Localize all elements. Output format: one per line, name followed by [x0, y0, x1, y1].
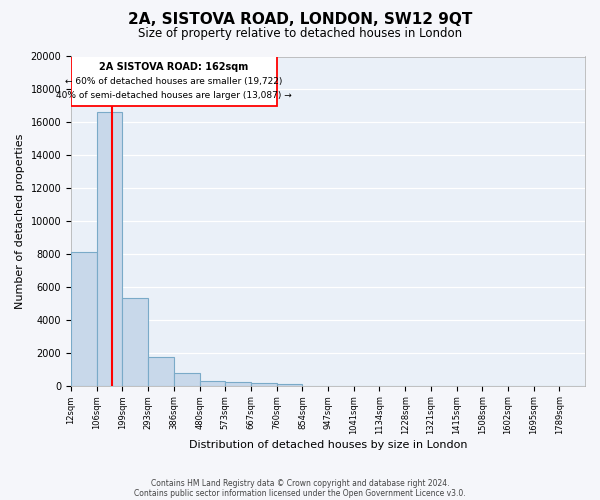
Bar — [277, 384, 302, 386]
Text: Contains HM Land Registry data © Crown copyright and database right 2024.: Contains HM Land Registry data © Crown c… — [151, 478, 449, 488]
Text: Contains public sector information licensed under the Open Government Licence v3: Contains public sector information licen… — [134, 488, 466, 498]
Bar — [148, 357, 174, 386]
X-axis label: Distribution of detached houses by size in London: Distribution of detached houses by size … — [189, 440, 467, 450]
Bar — [200, 380, 225, 386]
Text: Size of property relative to detached houses in London: Size of property relative to detached ho… — [138, 28, 462, 40]
Text: 2A SISTOVA ROAD: 162sqm: 2A SISTOVA ROAD: 162sqm — [99, 62, 248, 72]
Bar — [174, 374, 200, 386]
Bar — [71, 56, 277, 106]
Text: 2A, SISTOVA ROAD, LONDON, SW12 9QT: 2A, SISTOVA ROAD, LONDON, SW12 9QT — [128, 12, 472, 28]
Text: ← 60% of detached houses are smaller (19,722): ← 60% of detached houses are smaller (19… — [65, 76, 283, 86]
Bar — [97, 112, 122, 386]
Bar — [122, 298, 148, 386]
Y-axis label: Number of detached properties: Number of detached properties — [15, 134, 25, 308]
Text: 40% of semi-detached houses are larger (13,087) →: 40% of semi-detached houses are larger (… — [56, 90, 292, 100]
Bar — [71, 252, 97, 386]
Bar — [251, 384, 277, 386]
Bar — [225, 382, 251, 386]
